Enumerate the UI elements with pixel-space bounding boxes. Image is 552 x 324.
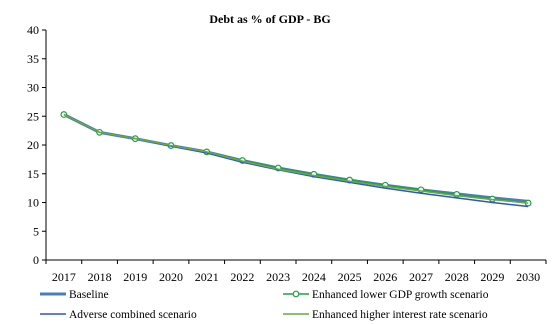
x-tick-label: 2025 (338, 270, 362, 284)
chart-title: Debt as % of GDP - BG (209, 12, 330, 26)
x-tick-label: 2022 (230, 270, 254, 284)
legend-label: Enhanced lower GDP growth scenario (312, 289, 489, 301)
x-tick-label: 2028 (445, 270, 469, 284)
y-tick-label: 40 (27, 23, 39, 37)
x-tick-label: 2018 (88, 270, 112, 284)
y-tick-label: 35 (27, 52, 39, 66)
legend-label: Baseline (69, 289, 109, 301)
x-tick-label: 2027 (409, 270, 433, 284)
y-tick-label: 30 (27, 81, 39, 95)
series-line-2 (63, 113, 529, 204)
series-line-4 (63, 113, 529, 204)
y-tick-label: 15 (27, 167, 39, 181)
legend-label: Enhanced higher interest rate scenario (312, 309, 488, 321)
series-point (60, 111, 68, 118)
legend-label: Adverse combined scenario (69, 309, 197, 321)
x-tick-label: 2017 (52, 270, 76, 284)
x-tick-label: 2023 (266, 270, 290, 284)
y-tick-label: 25 (27, 109, 39, 123)
x-tick-label: 2021 (195, 270, 219, 284)
legend: Baseline Enhanced lower GDP growth scenar… (40, 289, 489, 321)
series-line-1 (63, 113, 529, 203)
x-tick-label: 2029 (480, 270, 504, 284)
legend-item: Enhanced higher interest rate scenario (283, 309, 488, 321)
x-tick-label: 2024 (302, 270, 326, 284)
series-layer (60, 111, 532, 208)
y-tick-label: 20 (27, 138, 39, 152)
legend-marker (292, 290, 300, 298)
x-tick-label: 2030 (516, 270, 540, 284)
y-tick-label: 0 (33, 253, 39, 267)
x-tick-label: 2019 (123, 270, 147, 284)
y-tick-label: 10 (27, 196, 39, 210)
legend-item: Baseline (40, 289, 109, 301)
x-tick-label: 2020 (159, 270, 183, 284)
legend-item: Enhanced lower GDP growth scenario (283, 289, 489, 301)
x-tick-label: 2026 (373, 270, 397, 284)
legend-item: Adverse combined scenario (40, 309, 197, 321)
y-tick-label: 5 (33, 224, 39, 238)
